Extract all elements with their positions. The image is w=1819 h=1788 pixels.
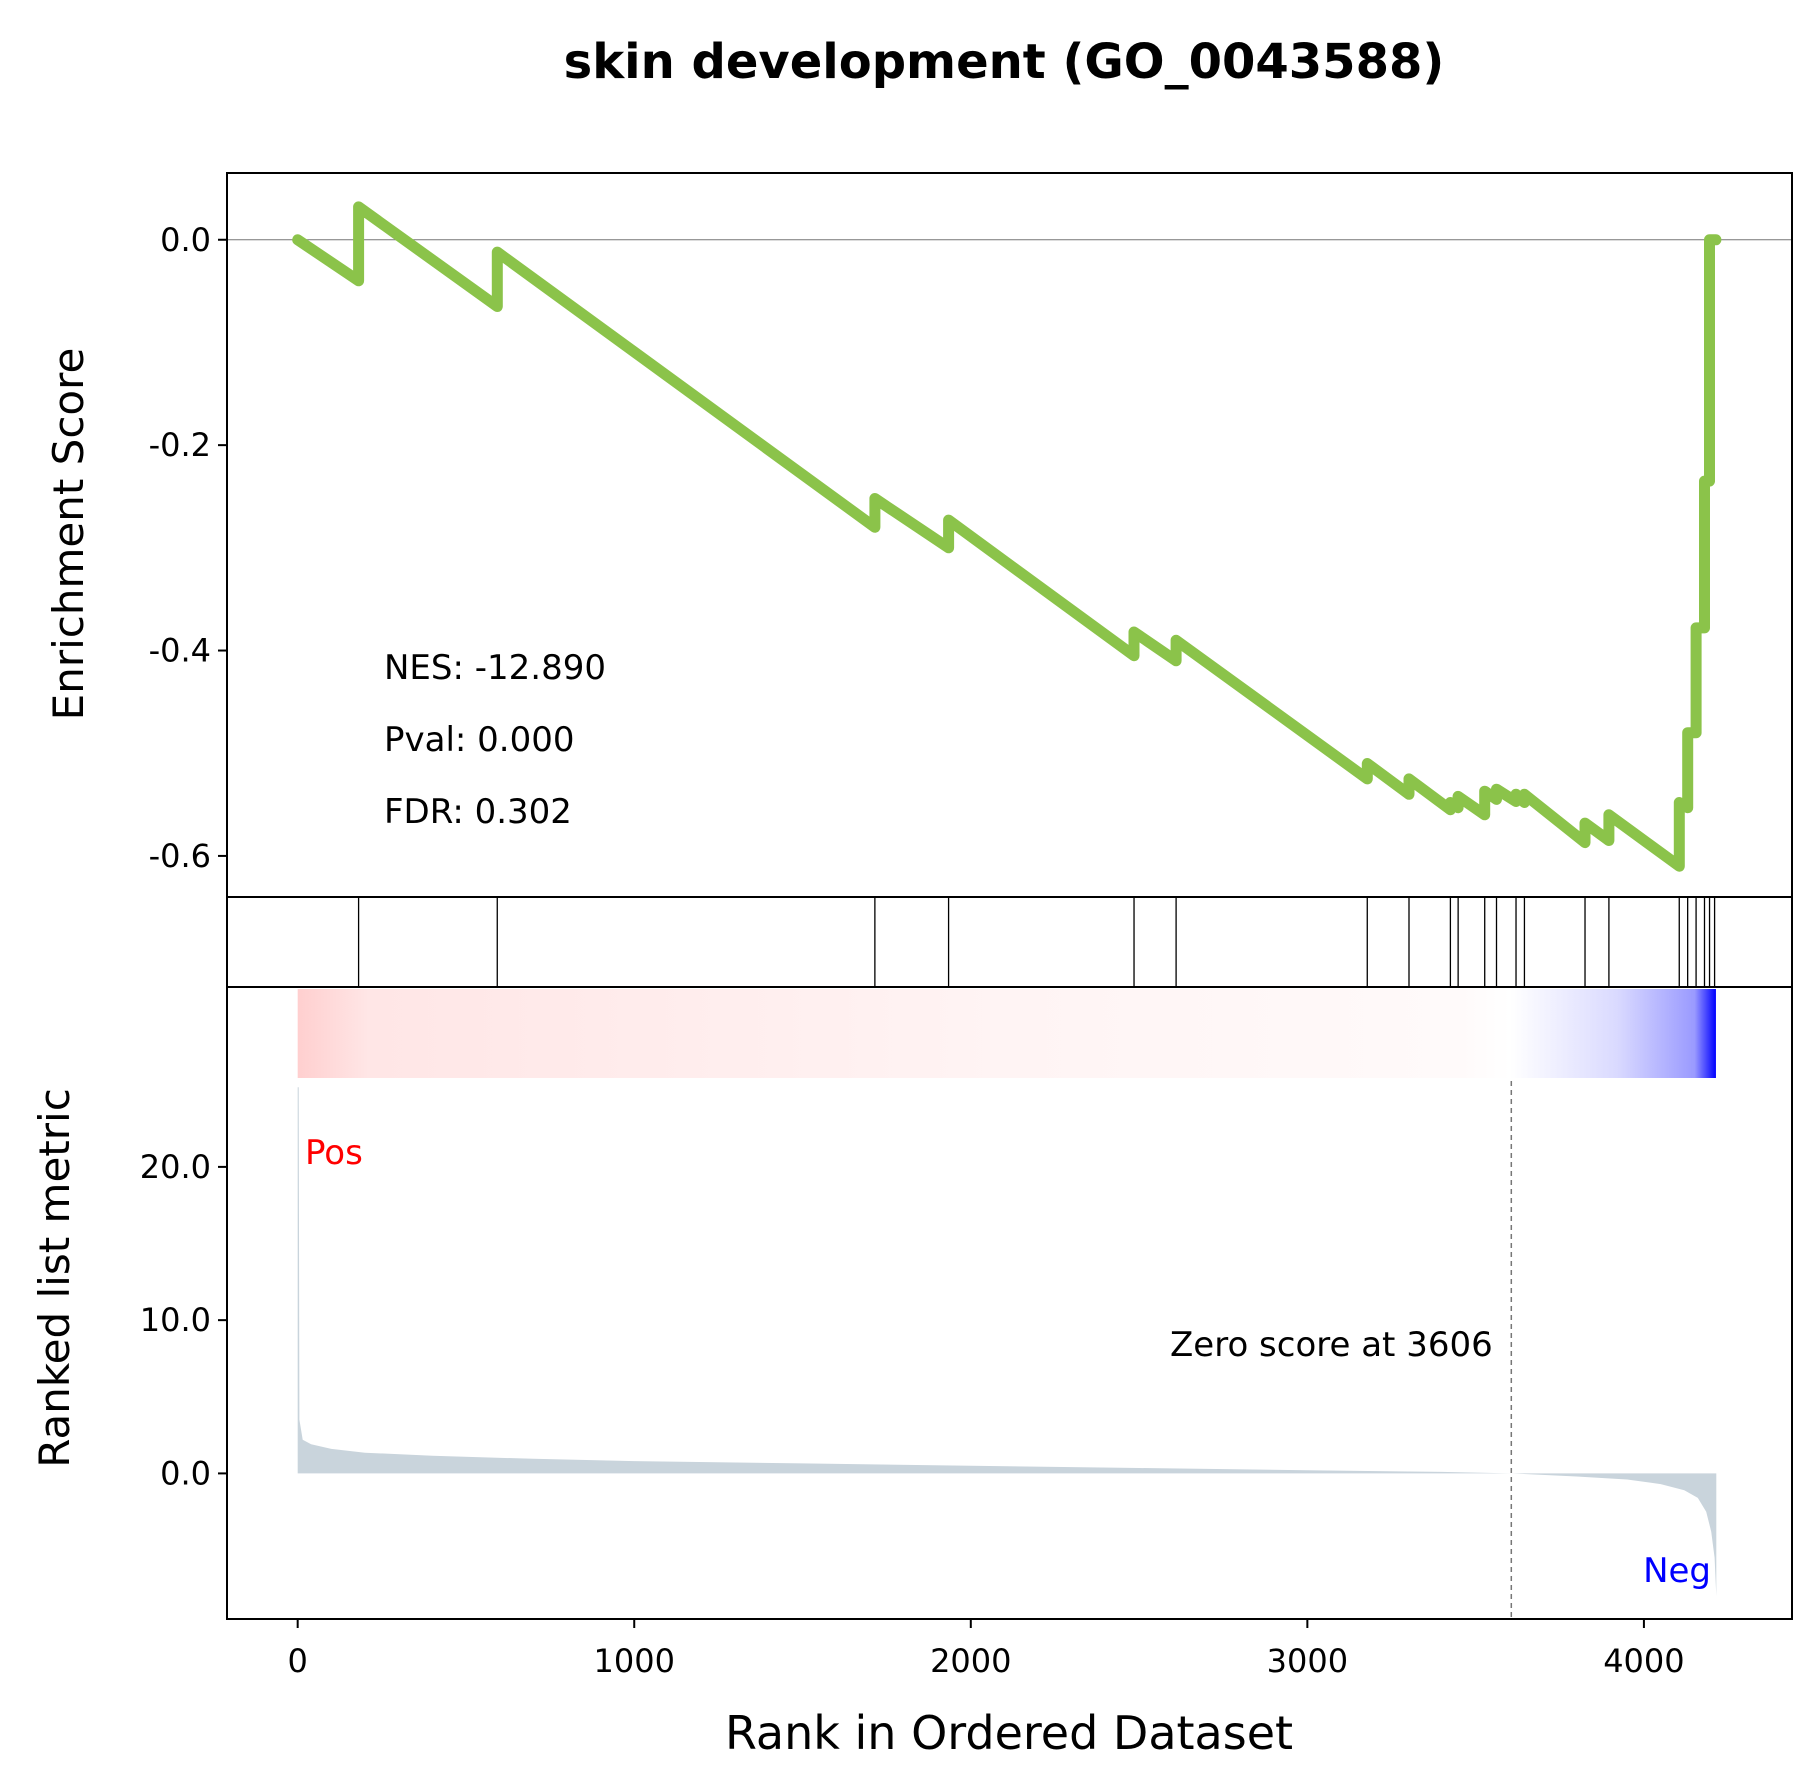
hits-panel-frame — [226, 896, 1793, 988]
pval-label: Pval: 0.000 — [384, 720, 575, 760]
rm-y-tick-label: 10.0 — [140, 1301, 211, 1339]
es-ylabel: Enrichment Score — [44, 348, 93, 721]
neg-label: Neg — [1643, 1551, 1711, 1591]
x-axis-label: Rank in Ordered Dataset — [725, 1706, 1293, 1760]
es-y-tick-label: 0.0 — [160, 221, 211, 259]
enrichment-panel: 0.0 -0.2 -0.4 -0.6 Enrichment Score NES: -1… — [44, 172, 1793, 898]
x-ticks: 0 1000 2000 3000 4000 — [287, 1619, 1685, 1680]
es-line — [292, 201, 1722, 872]
es-y-tick-label: -0.6 — [149, 837, 211, 875]
zero-score-label: Zero score at 3606 — [1170, 1325, 1493, 1365]
x-tick-label: 3000 — [1267, 1642, 1348, 1680]
nes-label: NES: -12.890 — [384, 648, 606, 688]
rm-y-ticks: 20.0 10.0 0.0 — [140, 1148, 227, 1492]
hit-marks — [357, 897, 1716, 987]
x-tick-label: 2000 — [930, 1642, 1011, 1680]
es-y-tick-label: -0.2 — [149, 426, 211, 464]
ranked-panel-frame — [226, 986, 1793, 1620]
x-tick-label: 0 — [287, 1642, 307, 1680]
rm-ylabel: Ranked list metric — [30, 1088, 79, 1468]
pos-label: Pos — [305, 1133, 363, 1173]
x-tick-label: 1000 — [594, 1642, 675, 1680]
rm-y-tick-label: 0.0 — [160, 1454, 211, 1492]
ranked-panel: Zero score at 3606 Pos Neg 20.0 10.0 0.0 R… — [30, 986, 1793, 1620]
rm-y-tick-label: 20.0 — [140, 1148, 211, 1186]
es-y-tick-label: -0.4 — [149, 632, 211, 670]
ranked-metric-area — [297, 1087, 1717, 1596]
chart-title: skin development (GO_0043588) — [564, 34, 1445, 90]
es-y-ticks: 0.0 -0.2 -0.4 -0.6 — [149, 221, 227, 875]
x-tick-label: 4000 — [1603, 1642, 1684, 1680]
fdr-label: FDR: 0.302 — [384, 792, 572, 832]
rank-color-bar — [297, 989, 1716, 1078]
hits-panel — [226, 896, 1793, 988]
